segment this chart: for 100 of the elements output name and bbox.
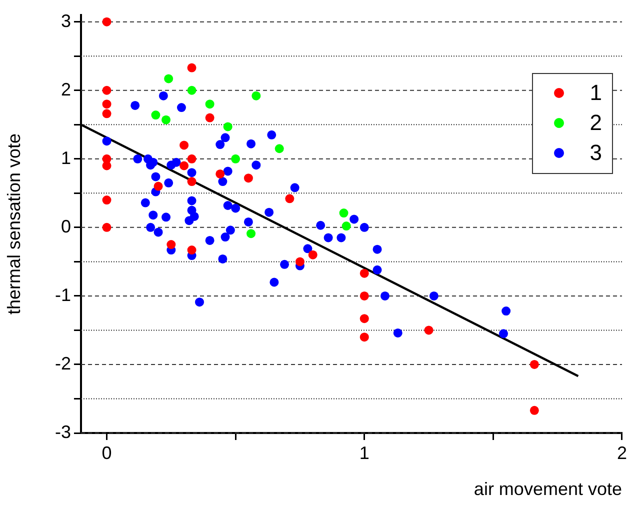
legend-label: 3	[590, 140, 602, 166]
point	[360, 291, 369, 300]
x-tick-label: 0	[102, 442, 112, 463]
point	[246, 229, 256, 238]
point	[164, 178, 174, 188]
point	[280, 260, 290, 269]
point	[372, 244, 382, 254]
point	[172, 158, 181, 167]
point	[308, 250, 318, 260]
point	[187, 154, 196, 164]
point	[244, 174, 253, 183]
point	[216, 140, 225, 150]
point	[180, 161, 189, 170]
legend-label: 2	[590, 110, 602, 136]
point	[244, 217, 253, 226]
point	[187, 196, 196, 206]
point	[102, 196, 112, 205]
point	[205, 100, 214, 109]
point	[246, 139, 256, 148]
point	[130, 100, 140, 110]
point	[360, 222, 369, 232]
point	[350, 214, 359, 224]
point	[223, 201, 232, 210]
point	[231, 154, 240, 164]
y-tick-label: 2	[60, 79, 71, 100]
point	[360, 314, 369, 324]
point	[290, 183, 300, 192]
point	[252, 160, 261, 170]
point	[252, 91, 261, 100]
point	[146, 222, 156, 232]
point	[133, 154, 142, 164]
x-tick-label: 2	[616, 442, 627, 463]
point	[154, 228, 163, 237]
point	[502, 306, 511, 316]
legend-label: 1	[590, 80, 602, 106]
point	[218, 177, 228, 186]
point	[226, 226, 235, 235]
point	[158, 91, 168, 100]
point	[102, 136, 112, 146]
point	[270, 278, 279, 287]
point	[303, 244, 312, 254]
y-tick-label: 0	[60, 216, 71, 236]
point	[102, 222, 112, 232]
point	[102, 161, 112, 170]
point	[154, 182, 163, 191]
point	[342, 222, 351, 231]
point	[360, 332, 369, 342]
point	[205, 113, 214, 122]
point	[176, 103, 186, 112]
point	[162, 212, 171, 222]
point	[166, 240, 176, 250]
point	[102, 17, 112, 26]
point	[424, 326, 434, 335]
point	[151, 172, 160, 182]
point	[187, 168, 196, 178]
point	[151, 110, 160, 120]
point	[336, 233, 346, 242]
point	[231, 204, 240, 213]
point	[102, 109, 112, 118]
point	[498, 329, 508, 338]
x-tick-label: 1	[359, 442, 370, 463]
y-tick-label: 3	[60, 10, 71, 31]
point	[223, 166, 232, 176]
point	[223, 122, 232, 132]
point	[316, 220, 326, 230]
point	[530, 360, 539, 369]
point	[187, 63, 196, 72]
point	[195, 298, 204, 307]
point	[264, 208, 274, 217]
y-axis-title: thermal sensation vote	[4, 133, 24, 315]
point	[218, 254, 228, 264]
point	[380, 291, 390, 300]
point	[285, 194, 294, 204]
point	[372, 265, 382, 274]
point	[102, 100, 112, 109]
point	[429, 291, 438, 300]
point	[274, 144, 284, 154]
y-tick-label: 1	[60, 148, 71, 168]
point	[393, 328, 402, 338]
point	[187, 246, 196, 255]
y-tick-label: -2	[54, 353, 71, 374]
point	[102, 86, 112, 95]
point	[360, 268, 369, 278]
point	[187, 86, 196, 95]
point	[164, 74, 174, 84]
point	[295, 257, 304, 266]
x-axis-title: air movement vote	[474, 479, 622, 500]
point	[180, 140, 189, 150]
point	[148, 210, 158, 220]
point	[162, 115, 171, 124]
point	[339, 208, 348, 218]
point	[267, 130, 276, 140]
point	[216, 169, 225, 178]
point	[140, 198, 150, 208]
point	[220, 232, 230, 242]
y-tick-label: -3	[54, 422, 71, 442]
point	[324, 233, 333, 242]
point	[220, 133, 230, 142]
point	[530, 406, 539, 415]
point	[205, 236, 214, 245]
